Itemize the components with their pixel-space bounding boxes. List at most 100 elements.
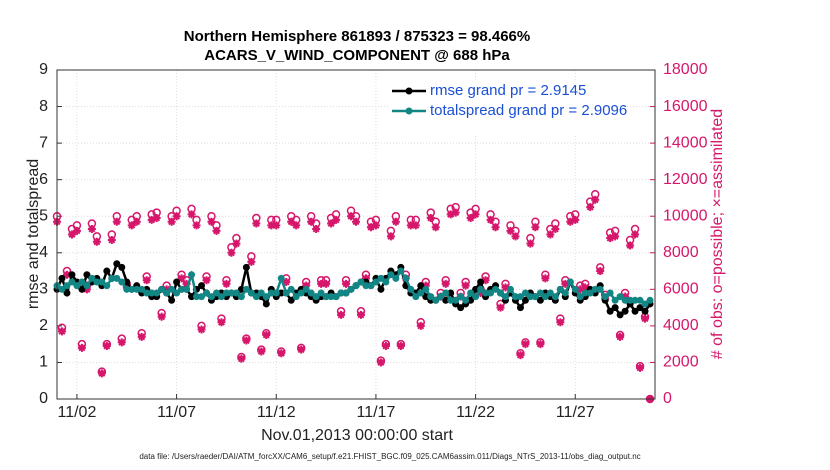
assimilated-marker	[297, 345, 306, 354]
data-point	[437, 293, 445, 301]
assimilated-marker	[222, 279, 231, 288]
assimilated-marker	[112, 217, 121, 226]
data-point	[646, 296, 654, 304]
assimilated-marker	[561, 279, 570, 288]
y-tick-label: 6	[39, 171, 48, 188]
data-point	[457, 293, 465, 301]
data-point	[68, 271, 76, 279]
data-point	[113, 274, 121, 282]
assimilated-marker	[361, 274, 370, 283]
y2-tick-label: 4000	[663, 317, 699, 334]
data-point	[516, 304, 524, 312]
data-point	[262, 300, 270, 308]
data-point	[467, 296, 475, 304]
y2-tick-label: 6000	[663, 281, 699, 298]
data-point	[596, 285, 604, 293]
assimilated-marker	[102, 341, 111, 350]
footnote: data file: /Users/raeder/DAI/ATM_forcXX/…	[139, 452, 640, 461]
data-point	[377, 285, 385, 293]
data-point	[636, 304, 644, 312]
assimilated-marker	[97, 369, 106, 378]
assimilated-marker	[292, 221, 301, 230]
y2-tick-label: 12000	[663, 171, 708, 188]
data-point	[631, 296, 639, 304]
assimilated-marker	[591, 195, 600, 204]
assimilated-marker	[526, 239, 535, 248]
data-point	[362, 282, 370, 290]
assimilated-marker	[252, 219, 261, 228]
legend-label: totalspread grand pr = 2.9096	[430, 102, 627, 119]
data-point	[576, 293, 584, 301]
data-point	[626, 296, 634, 304]
x-tick-label: 11/07	[157, 404, 196, 421]
assimilated-marker	[566, 217, 575, 226]
data-point	[357, 278, 365, 286]
data-point	[237, 293, 245, 301]
data-point	[332, 293, 340, 301]
assimilated-marker	[536, 340, 545, 349]
assimilated-marker	[172, 212, 181, 221]
assimilated-marker	[207, 217, 216, 226]
assimilated-marker	[212, 226, 221, 235]
assimilated-marker	[192, 221, 201, 230]
data-point	[417, 289, 425, 297]
data-point	[108, 274, 116, 282]
data-point	[302, 285, 310, 293]
data-point	[457, 304, 465, 312]
assimilated-marker	[446, 210, 455, 219]
assimilated-marker	[476, 288, 485, 297]
data-point	[402, 274, 410, 282]
y-tick-label: 1	[39, 354, 48, 371]
data-point	[347, 285, 355, 293]
y2-axis-label: # of obs: o=possible; ×=assimilated	[709, 109, 726, 359]
data-point	[217, 293, 225, 301]
assimilated-marker	[516, 351, 525, 360]
data-point	[511, 293, 519, 301]
y-tick-label: 3	[39, 281, 48, 298]
plot-frame	[56, 69, 656, 400]
assimilated-marker	[202, 276, 211, 285]
data-point	[367, 282, 375, 290]
y-tick-label: 0	[39, 390, 48, 407]
data-point	[78, 278, 86, 286]
data-point	[83, 282, 91, 290]
assimilated-marker	[461, 281, 470, 290]
assimilated-marker	[302, 281, 311, 290]
y-tick-label: 8	[39, 98, 48, 115]
assimilated-marker	[556, 318, 565, 327]
data-point	[287, 285, 295, 293]
data-point	[242, 285, 250, 293]
data-point	[317, 289, 325, 297]
data-point	[83, 271, 91, 279]
data-point	[242, 263, 250, 271]
y-tick-label: 2	[39, 317, 48, 334]
data-point	[312, 293, 320, 301]
data-point	[621, 296, 629, 304]
data-point	[506, 285, 514, 293]
data-point	[352, 282, 360, 290]
assimilated-marker	[381, 341, 390, 350]
data-point	[556, 285, 564, 293]
data-point	[198, 293, 206, 301]
data-point	[267, 289, 275, 297]
data-point	[397, 267, 405, 275]
data-point	[188, 271, 196, 279]
data-point	[103, 267, 111, 275]
legend-box	[390, 80, 602, 134]
x-axis-label: Nov.01,2013 00:00:00 start	[261, 427, 453, 444]
data-point	[207, 293, 215, 301]
data-point	[636, 296, 644, 304]
data-point	[601, 293, 609, 301]
data-point	[526, 293, 534, 301]
assimilated-marker	[606, 234, 615, 243]
data-point	[222, 289, 230, 297]
data-point	[531, 293, 539, 301]
data-point	[203, 289, 210, 297]
assimilated-marker	[277, 349, 286, 358]
y-axis-label: rmse and totalspread	[25, 159, 42, 309]
assimilated-marker	[237, 354, 246, 363]
assimilated-marker	[57, 327, 66, 336]
data-point	[257, 289, 265, 297]
data-point	[447, 289, 455, 297]
assimilated-marker	[471, 210, 480, 219]
